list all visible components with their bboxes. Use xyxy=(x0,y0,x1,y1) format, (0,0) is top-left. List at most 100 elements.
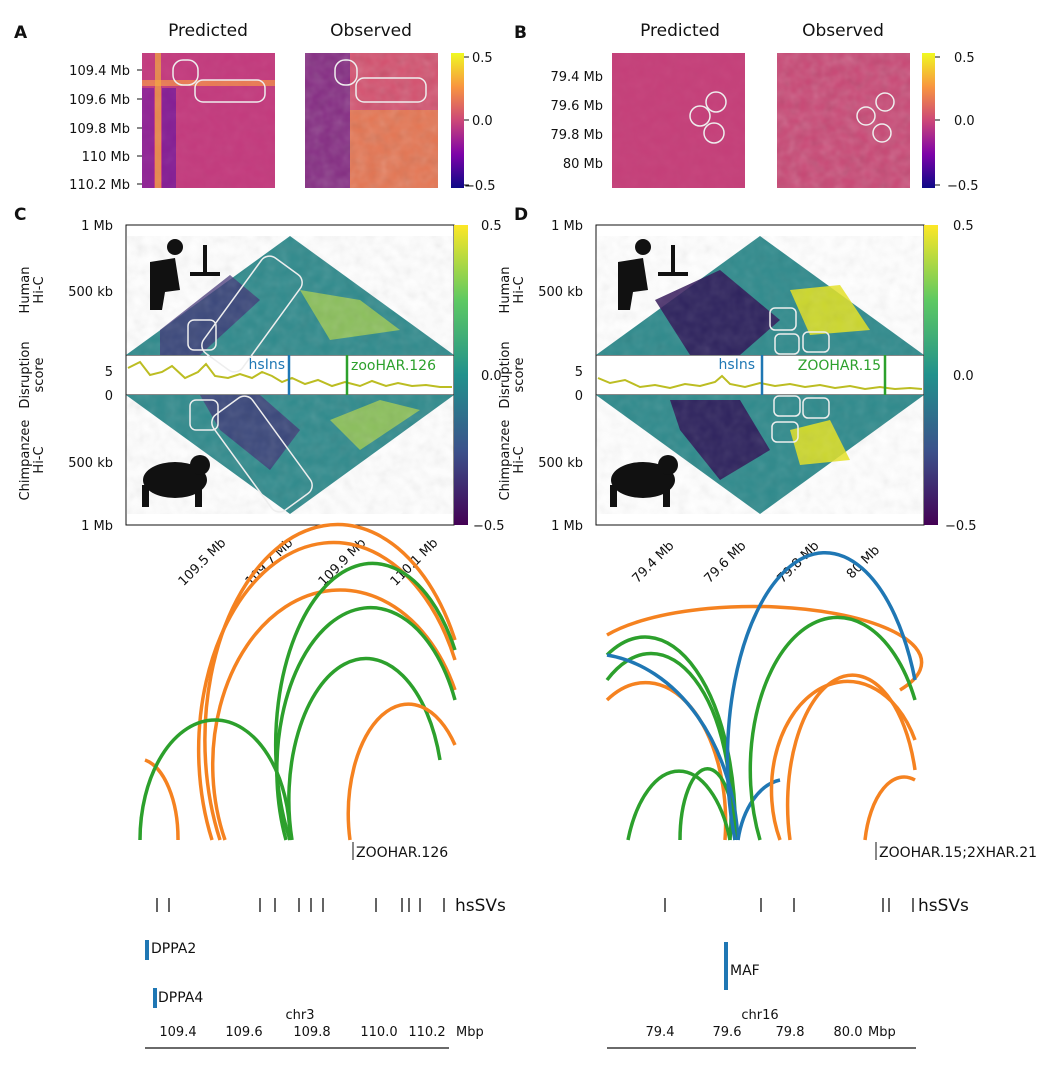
arc xyxy=(863,775,916,841)
a-cbar-tick: −0.5 xyxy=(464,179,496,194)
right-svs-label: hsSVs xyxy=(918,896,969,916)
d-disruption-track: hsIns ZOOHAR.15 xyxy=(597,355,923,395)
d-xtick: 79.8 Mb xyxy=(775,539,823,587)
right-gene-label: MAF xyxy=(730,963,760,979)
c-dist-tick: 500 kb xyxy=(68,285,113,300)
arc xyxy=(626,769,732,841)
d-human-hic xyxy=(596,236,924,355)
right-chrom-label: chr16 xyxy=(741,1008,778,1023)
c-xtick: 109.7 Mb xyxy=(243,536,297,590)
arc xyxy=(678,766,737,841)
left-gene-label: DPPA4 xyxy=(158,990,203,1006)
c-dist-tick: 1 Mb xyxy=(81,519,113,534)
d-yaxis: 1 Mb 500 kb 1 Mb 500 kb 5 0 HumanHi-C Di… xyxy=(498,219,583,534)
arc xyxy=(605,680,728,841)
arc xyxy=(605,635,737,841)
a-yticks: 109.4 Mb 109.6 Mb 109.8 Mb 110 Mb 110.2 … xyxy=(69,64,142,193)
panel-letter-c: C xyxy=(14,205,26,225)
c-disruption-track: hsIns zooHAR.126 xyxy=(127,355,452,395)
left-gene-marker xyxy=(153,988,157,1008)
right-axis-tick: 79.8 xyxy=(776,1025,805,1040)
b-loop-circle xyxy=(689,105,711,127)
right-har-label: ZOOHAR.15;2XHAR.21 xyxy=(879,845,1037,861)
left-tracks: ZOOHAR.126 hsSVs DPPA2 DPPA4 chr3 109.4 … xyxy=(145,842,506,1049)
d-har-label: ZOOHAR.15 xyxy=(798,358,881,374)
a-ytick: 109.8 Mb xyxy=(69,122,130,137)
right-axis-tick: 79.4 xyxy=(646,1025,675,1040)
a-cbar-tick: 0.0 xyxy=(472,114,493,129)
d-ins-label: hsIns xyxy=(719,357,755,373)
d-colorbar: 0.5 0.0 −0.5 xyxy=(924,219,977,534)
right-axis-tick: 80.0 xyxy=(834,1025,863,1040)
b-yticks: 79.4 Mb 79.6 Mb 79.8 Mb 80 Mb xyxy=(550,70,603,172)
d-cbar-tick: −0.5 xyxy=(945,519,977,534)
panel-letter-d: D xyxy=(514,205,528,225)
b-ytick: 79.4 Mb xyxy=(550,70,603,85)
arc xyxy=(287,656,442,841)
a-predicted-heatmap xyxy=(142,53,275,188)
d-human-icon xyxy=(618,239,688,310)
c-human-hic xyxy=(126,236,454,373)
b-obs-loop-circle xyxy=(872,123,892,143)
c-cbar-tick: 0.0 xyxy=(481,369,502,384)
arc xyxy=(275,605,457,841)
b-observed-heatmap xyxy=(777,53,910,188)
b-predicted-heatmap xyxy=(612,53,745,188)
d-cbar-tick: 0.5 xyxy=(953,219,974,234)
a-obs-loop-circle xyxy=(334,59,358,86)
c-ylabel-human: HumanHi-C xyxy=(18,267,47,314)
a-ytick: 110 Mb xyxy=(82,150,130,165)
a-stripe-box xyxy=(194,79,266,103)
b-cbar-tick: 0.0 xyxy=(954,114,975,129)
c-xticks: 109.5 Mb 109.7 Mb 109.9 Mb 110.1 Mb xyxy=(176,536,442,590)
d-xticks: 79.4 Mb 79.6 Mb 79.8 Mb 80 Mb xyxy=(630,539,883,587)
left-axis-tick: 110.2 xyxy=(408,1025,445,1040)
c-cbar-tick: 0.5 xyxy=(481,219,502,234)
arc xyxy=(196,540,457,841)
c-chimp-hic xyxy=(126,395,454,514)
d-ylabel-disruption: Disruptionscore xyxy=(498,341,527,408)
b-title-predicted: Predicted xyxy=(640,21,720,41)
d-cbar-tick: 0.0 xyxy=(953,369,974,384)
arc xyxy=(785,673,917,841)
b-ytick: 79.6 Mb xyxy=(550,99,603,114)
d-dist-tick: 1 Mb xyxy=(551,519,583,534)
c-xtick: 109.5 Mb xyxy=(176,536,230,590)
c-ins-label: hsIns xyxy=(249,357,285,373)
arc xyxy=(606,604,924,692)
panel-letter-b: B xyxy=(514,23,527,43)
c-human-icon xyxy=(150,239,220,310)
a-observed-heatmap xyxy=(305,53,438,188)
d-score-tick: 5 xyxy=(575,365,583,380)
c-score-tick: 0 xyxy=(105,389,113,404)
b-obs-loop-circle xyxy=(856,106,876,126)
a-title-predicted: Predicted xyxy=(168,21,248,41)
arc xyxy=(606,653,740,841)
arc xyxy=(144,758,180,841)
left-axis-tick: 109.6 xyxy=(225,1025,262,1040)
d-score-line xyxy=(597,374,923,391)
b-loop-circle xyxy=(703,122,725,144)
left-svs-label: hsSVs xyxy=(455,896,506,916)
c-colorbar: 0.5 0.0 −0.5 xyxy=(454,219,505,534)
c-chimp-icon xyxy=(142,455,210,507)
left-axis-tick: 109.8 xyxy=(293,1025,330,1040)
c-har-label: zooHAR.126 xyxy=(351,358,436,374)
c-yaxis: 1 Mb 500 kb 1 Mb 500 kb 5 0 HumanHi-C Di… xyxy=(18,219,113,534)
arc xyxy=(748,615,917,841)
d-chimp-icon xyxy=(610,455,678,507)
b-cbar-tick: 0.5 xyxy=(954,51,975,66)
arc xyxy=(203,522,457,841)
a-cbar-tick: 0.5 xyxy=(472,51,493,66)
panel-letter-a: A xyxy=(14,23,28,43)
b-cbar-tick: −0.5 xyxy=(947,179,979,194)
c-dist-tick: 1 Mb xyxy=(81,219,113,234)
right-gene-marker xyxy=(724,942,728,990)
c-score-line xyxy=(127,360,452,388)
right-arcs xyxy=(605,551,924,841)
a-colorbar: 0.5 0.0 −0.5 xyxy=(451,51,496,194)
b-title-observed: Observed xyxy=(802,21,884,41)
left-arcs xyxy=(138,522,457,841)
